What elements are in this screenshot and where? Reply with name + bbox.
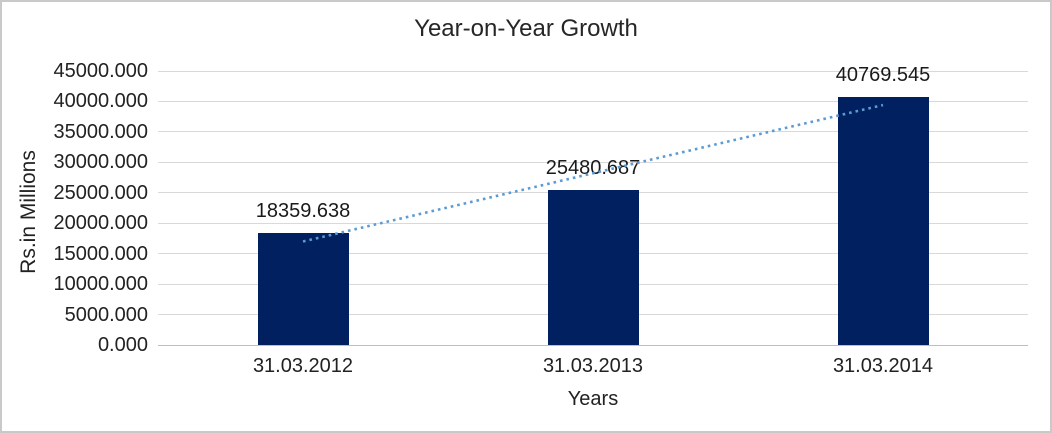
y-tick-label: 45000.000 — [53, 60, 148, 82]
y-tick-label: 15000.000 — [53, 242, 148, 265]
bar — [547, 189, 639, 345]
gridline — [158, 70, 1028, 72]
x-axis-title: Years — [567, 388, 619, 410]
bar-data-label: 25480.687 — [545, 156, 641, 179]
y-tick-label: 35000.000 — [53, 120, 148, 143]
y-tick-label: 5000.000 — [64, 303, 148, 326]
y-tick-label: 10000.000 — [53, 273, 148, 296]
gridline — [158, 100, 1028, 102]
y-tick-label: 40000.000 — [53, 90, 148, 113]
x-tick-label: 31.03.2014 — [832, 355, 934, 377]
y-tick-label: 25000.000 — [53, 181, 148, 204]
y-tick-label: 30000.000 — [53, 151, 148, 174]
y-tick-label: 20000.000 — [53, 212, 148, 235]
x-tick-label: 31.03.2012 — [252, 355, 354, 377]
bar — [257, 233, 349, 345]
bar-data-label: 40769.545 — [835, 63, 931, 86]
chart-title: Year-on-Year Growth — [414, 15, 638, 42]
bar — [837, 96, 929, 345]
y-tick-label: 0.000 — [97, 334, 148, 356]
bar-data-label: 18359.638 — [255, 200, 351, 223]
x-axis-line — [158, 344, 1028, 346]
x-tick-label: 31.03.2013 — [542, 355, 644, 377]
